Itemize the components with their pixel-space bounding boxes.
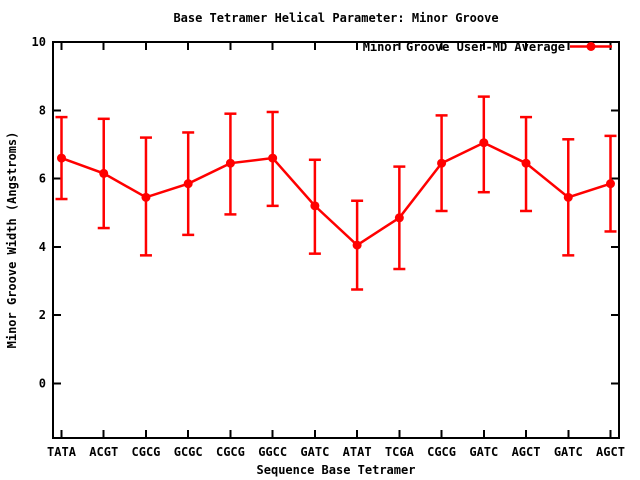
y-tick-label: 0 — [39, 376, 46, 390]
data-point — [521, 158, 531, 168]
y-tick-label: 4 — [39, 240, 46, 254]
data-point — [437, 158, 447, 168]
data-point — [141, 192, 151, 202]
legend-marker-circle-icon — [586, 42, 596, 51]
x-tick-label: TATA — [47, 445, 77, 459]
data-point — [394, 213, 404, 223]
data-point — [310, 201, 320, 211]
data-point — [606, 179, 615, 189]
data-line — [61, 141, 611, 247]
data-point — [99, 168, 109, 178]
data-point — [57, 153, 66, 163]
y-tick-label: 6 — [39, 172, 46, 186]
plot-border — [52, 41, 620, 439]
data-point — [225, 158, 235, 168]
data-point — [563, 192, 573, 202]
chart-title: Base Tetramer Helical Parameter: Minor G… — [173, 11, 498, 25]
x-tick-label: ATAT — [343, 445, 372, 459]
y-tick-label: 2 — [39, 308, 46, 322]
x-tick-label: CGCG — [427, 445, 456, 459]
y-axis-label: Minor Groove Width (Angstroms) — [5, 132, 19, 349]
data-point — [352, 240, 362, 250]
y-tick-label: 8 — [39, 103, 46, 117]
legend-label: Minor Groove User-MD Average — [363, 40, 565, 54]
data-point — [268, 153, 278, 163]
x-tick-label: GATC — [300, 445, 329, 459]
x-tick-label: GATC — [554, 445, 583, 459]
x-tick-label: TCGA — [385, 445, 415, 459]
x-tick-label: CGCG — [132, 445, 161, 459]
x-tick-label: ACGT — [89, 445, 118, 459]
x-tick-label: GATC — [469, 445, 498, 459]
plot-area: 0 2 4 6 8 10 TATA ACGT CGCG GCGC CGCG GGCC GATC ATAT T… — [32, 35, 625, 459]
legend: Minor Groove User-MD Average — [363, 40, 612, 54]
x-tick-label: CGCG — [216, 445, 245, 459]
data-point — [479, 138, 489, 148]
x-tick-label: GGCC — [258, 445, 287, 459]
x-tick-label: AGCT — [512, 445, 541, 459]
x-axis-label: Sequence Base Tetramer — [257, 463, 416, 477]
y-tick-label: 10 — [32, 35, 46, 49]
data-point — [183, 179, 193, 189]
x-tick-label: GCGC — [174, 445, 203, 459]
x-tick-label: AGCT — [596, 445, 625, 459]
